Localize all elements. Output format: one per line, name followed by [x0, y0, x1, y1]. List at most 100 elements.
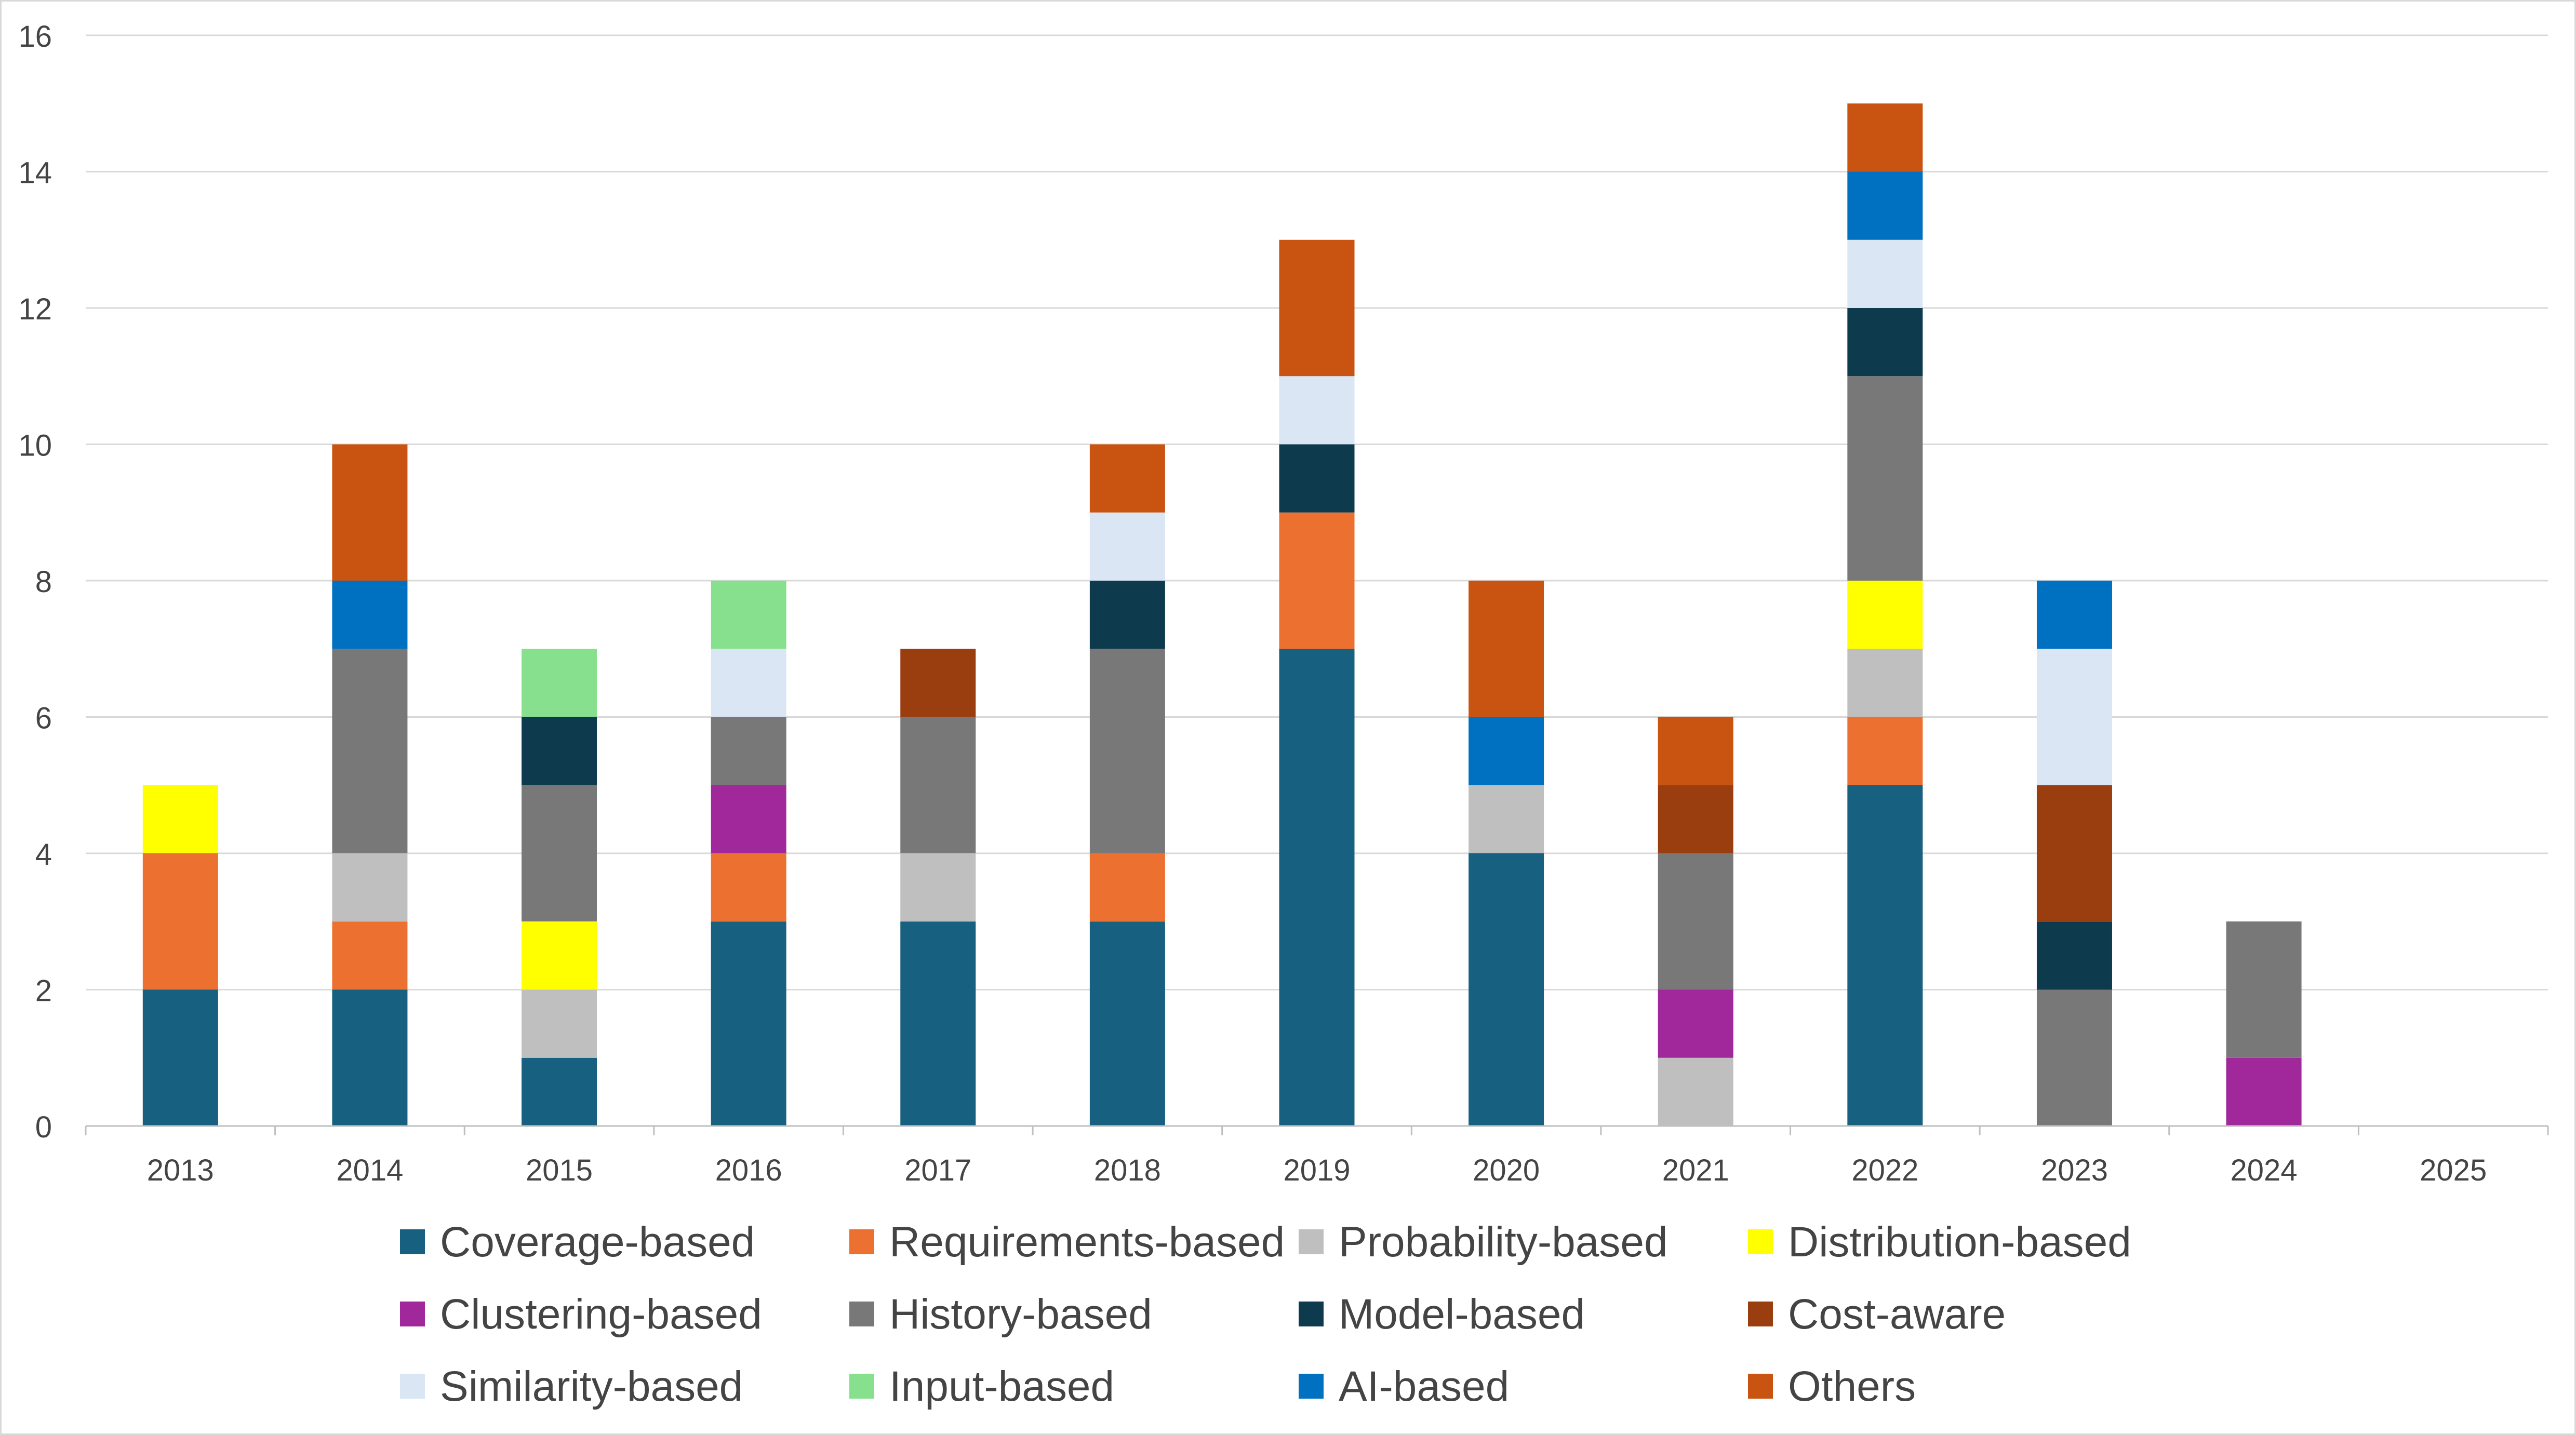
bar-segment: [142, 785, 218, 853]
bar-segment: [1847, 785, 1923, 1126]
bar-segment: [2036, 649, 2112, 785]
bar-segment: [1279, 512, 1355, 649]
bar-segment: [1089, 853, 1165, 922]
bar-segment: [142, 853, 218, 990]
bar-segment: [1658, 989, 1733, 1058]
legend-label: Cost-aware: [1788, 1291, 2006, 1338]
legend-label: Others: [1788, 1363, 1916, 1410]
bars: [142, 103, 2302, 1126]
legend-item: Cost-aware: [1748, 1291, 2006, 1338]
bar-segment: [900, 717, 976, 853]
legend-swatch: [1748, 1374, 1773, 1399]
bar-segment: [1279, 649, 1355, 1126]
legend-label: History-based: [889, 1291, 1152, 1338]
bar-segment: [1469, 717, 1544, 785]
bar-segment: [1089, 444, 1165, 513]
legend-label: Coverage-based: [440, 1218, 755, 1266]
bar-segment: [1279, 239, 1355, 377]
legend-label: AI-based: [1339, 1363, 1509, 1410]
y-tick-label: 2: [35, 974, 52, 1008]
x-tick-label: 2024: [2231, 1154, 2298, 1187]
legend-swatch: [1748, 1229, 1773, 1254]
x-tick-label: 2018: [1094, 1154, 1161, 1187]
legend: Coverage-based Requirements-based Probabil…: [400, 1218, 2131, 1410]
legend-item: Requirements-based: [849, 1218, 1285, 1266]
bar-segment: [1658, 1057, 1733, 1126]
bar-segment: [522, 1057, 597, 1126]
bar-segment: [522, 649, 597, 717]
legend-label: Probability-based: [1339, 1218, 1668, 1266]
legend-item: Similarity-based: [400, 1363, 743, 1410]
legend-swatch: [849, 1374, 874, 1399]
y-tick-label: 14: [18, 156, 52, 190]
y-axis: 0 2 4 6 8 10 12 14 16: [18, 20, 52, 1144]
bar-segment: [142, 989, 218, 1126]
bar-segment: [522, 717, 597, 785]
bar-segment: [2036, 921, 2112, 990]
bar-segment: [1089, 512, 1165, 581]
y-tick-label: 0: [35, 1110, 52, 1144]
y-tick-label: 4: [35, 838, 52, 871]
y-tick-label: 12: [18, 292, 52, 326]
y-tick-label: 16: [18, 20, 52, 53]
bar-segment: [1847, 308, 1923, 377]
legend-swatch: [849, 1302, 874, 1326]
bar-segment: [2226, 921, 2302, 1058]
bar-segment: [1279, 444, 1355, 513]
x-tick-label: 2023: [2041, 1154, 2108, 1187]
legend-item: Coverage-based: [400, 1218, 755, 1266]
bar-segment: [332, 989, 408, 1126]
legend-item: AI-based: [1299, 1363, 1509, 1410]
bar-segment: [711, 649, 786, 717]
bar-segment: [900, 921, 976, 1126]
legend-item: Distribution-based: [1748, 1218, 2131, 1266]
legend-label: Model-based: [1339, 1291, 1585, 1338]
x-tick-label: 2016: [715, 1154, 782, 1187]
legend-label: Clustering-based: [440, 1291, 762, 1338]
legend-item: Model-based: [1299, 1291, 1585, 1338]
bar-segment: [1658, 717, 1733, 785]
bar-segment: [900, 853, 976, 922]
x-tick-label: 2013: [147, 1154, 214, 1187]
bar-segment: [711, 853, 786, 922]
bar-segment: [1089, 921, 1165, 1126]
x-tick-label: 2022: [1851, 1154, 1918, 1187]
bar-segment: [2226, 1057, 2302, 1126]
legend-item: Input-based: [849, 1363, 1114, 1410]
bar-segment: [1089, 581, 1165, 649]
legend-item: History-based: [849, 1291, 1152, 1338]
bar-segment: [332, 853, 408, 922]
bar-segment: [522, 989, 597, 1058]
x-tick-label: 2017: [904, 1154, 971, 1187]
bar-segment: [2036, 785, 2112, 922]
bar-segment: [1847, 717, 1923, 785]
legend-item: Probability-based: [1299, 1218, 1668, 1266]
x-tick-label: 2015: [526, 1154, 593, 1187]
bar-segment: [2036, 989, 2112, 1126]
x-tick-label: 2020: [1473, 1154, 1540, 1187]
bar-segment: [1847, 171, 1923, 240]
legend-label: Distribution-based: [1788, 1218, 2131, 1266]
bar-segment: [1469, 581, 1544, 717]
legend-swatch: [1299, 1374, 1324, 1399]
x-axis: 2013 2014 2015 2016 2017 2018 2019 2020 2021 2022…: [85, 1125, 2549, 1187]
bar-segment: [1279, 376, 1355, 445]
bar-segment: [1847, 581, 1923, 649]
legend-item: Clustering-based: [400, 1291, 762, 1338]
bar-segment: [711, 785, 786, 853]
legend-swatch: [400, 1374, 425, 1399]
bar-segment: [711, 581, 786, 649]
bar-segment: [711, 921, 786, 1126]
bar-segment: [332, 649, 408, 853]
legend-label: Similarity-based: [440, 1363, 743, 1410]
legend-swatch: [400, 1229, 425, 1254]
legend-label: Requirements-based: [889, 1218, 1285, 1266]
x-tick-label: 2014: [336, 1154, 403, 1187]
bar-segment: [711, 717, 786, 785]
bar-segment: [1847, 239, 1923, 308]
bar-segment: [900, 649, 976, 717]
x-tick-label: 2021: [1662, 1154, 1729, 1187]
bar-segment: [1847, 376, 1923, 581]
